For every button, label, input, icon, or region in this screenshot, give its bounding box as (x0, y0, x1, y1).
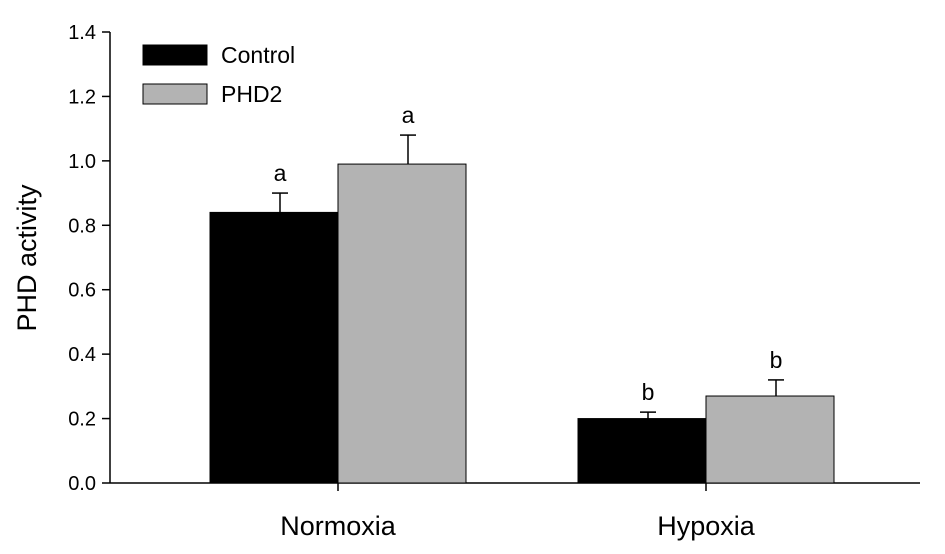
y-tick-label: 1.4 (68, 22, 96, 44)
y-axis: 0.0 0.2 0.4 0.6 0.8 1.0 1.2 1.4 (68, 22, 111, 495)
significance-label: b (770, 347, 783, 373)
y-tick-label: 0.8 (68, 215, 96, 237)
bar (705, 395, 835, 484)
legend-swatch (142, 44, 208, 66)
y-tick-label: 1.0 (68, 151, 96, 173)
y-tick-label: 0.4 (68, 344, 96, 366)
significance-label: a (274, 160, 287, 186)
bars: a a b b (209, 102, 835, 484)
y-axis-title: PHD activity (12, 184, 42, 332)
bar (209, 211, 339, 484)
x-category-label: Normoxia (280, 511, 397, 541)
legend: Control PHD2 (142, 42, 295, 107)
bar (337, 163, 467, 484)
x-axis: Normoxia Hypoxia (110, 482, 920, 541)
y-tick-label: 0.6 (68, 280, 96, 302)
x-category-label: Hypoxia (657, 511, 756, 541)
y-tick-label: 1.2 (68, 86, 96, 108)
significance-label: b (642, 379, 655, 405)
legend-swatch (142, 83, 208, 105)
bar (577, 418, 707, 484)
legend-label: PHD2 (221, 81, 282, 107)
y-tick-label: 0.0 (68, 473, 96, 495)
legend-label: Control (221, 42, 295, 68)
y-tick-label: 0.2 (68, 409, 96, 431)
significance-label: a (402, 102, 415, 128)
